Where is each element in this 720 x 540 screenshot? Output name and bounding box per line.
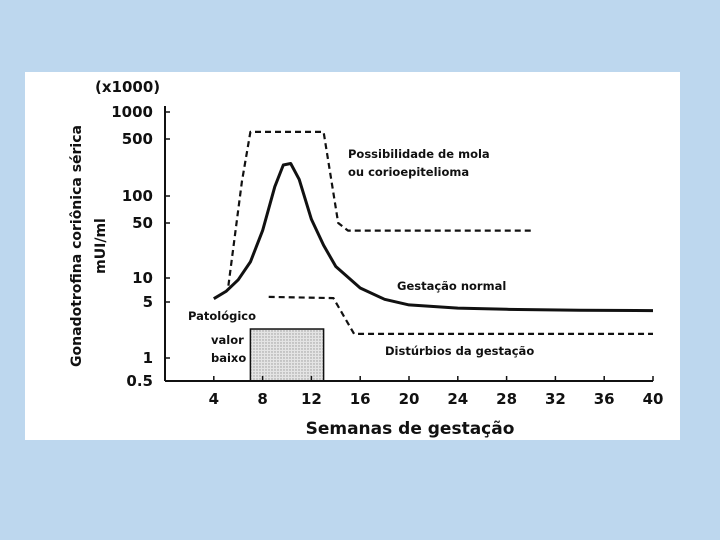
series-line	[213, 162, 654, 313]
y-tick-label: 500	[122, 130, 153, 148]
y-tick-label: 100	[122, 187, 153, 205]
annotation-patologico: Patológico	[188, 309, 256, 323]
annotation-baixo: baixo	[211, 351, 246, 365]
y-axis-unit: mUI/ml	[93, 218, 109, 274]
y-tick-label: 10	[132, 269, 153, 287]
y-tick-label: 1	[143, 349, 153, 367]
x-tick-label: 12	[301, 390, 322, 408]
x-axis-title: Semanas de gestação	[306, 419, 515, 439]
y-tick-label: 1000	[111, 103, 153, 121]
x-tick-label: 24	[447, 390, 468, 408]
x-tick-label: 32	[545, 390, 566, 408]
x-tick-label: 8	[257, 390, 267, 408]
x-tick-label: 4	[209, 390, 219, 408]
x-tick-label: 36	[594, 390, 615, 408]
series-line	[227, 130, 531, 286]
y-tick-label: 5	[143, 293, 153, 311]
series-line	[268, 295, 653, 335]
chart-panel: 1000 500 100 50 10 5 1 0.5 4 8 12 16 20 24 28 32 36 40 (x1…	[25, 72, 680, 440]
y-tick-label: 50	[132, 214, 153, 232]
hcg-chart: 1000 500 100 50 10 5 1 0.5 4 8 12 16 20 24 28 32 36 40 (x1…	[69, 78, 664, 439]
annotation-mola-line1: Possibilidade de mola	[348, 147, 490, 161]
y-tick-label: 0.5	[126, 372, 153, 390]
annotation-disturbios: Distúrbios da gestação	[385, 344, 534, 358]
y-axis-title: Gonadotrofina coriônica sérica	[69, 125, 85, 367]
x-tick-label: 28	[496, 390, 517, 408]
annotation-valor: valor	[211, 333, 244, 347]
x-tick-label: 16	[350, 390, 371, 408]
pathological-low-region	[249, 328, 325, 382]
x-tick-label: 20	[399, 390, 420, 408]
annotation-mola-line2: ou corioepitelioma	[348, 165, 469, 179]
annotation-gestacao-normal: Gestação normal	[397, 279, 506, 293]
x-tick-label: 40	[643, 390, 664, 408]
y-multiplier-label: (x1000)	[95, 78, 160, 96]
